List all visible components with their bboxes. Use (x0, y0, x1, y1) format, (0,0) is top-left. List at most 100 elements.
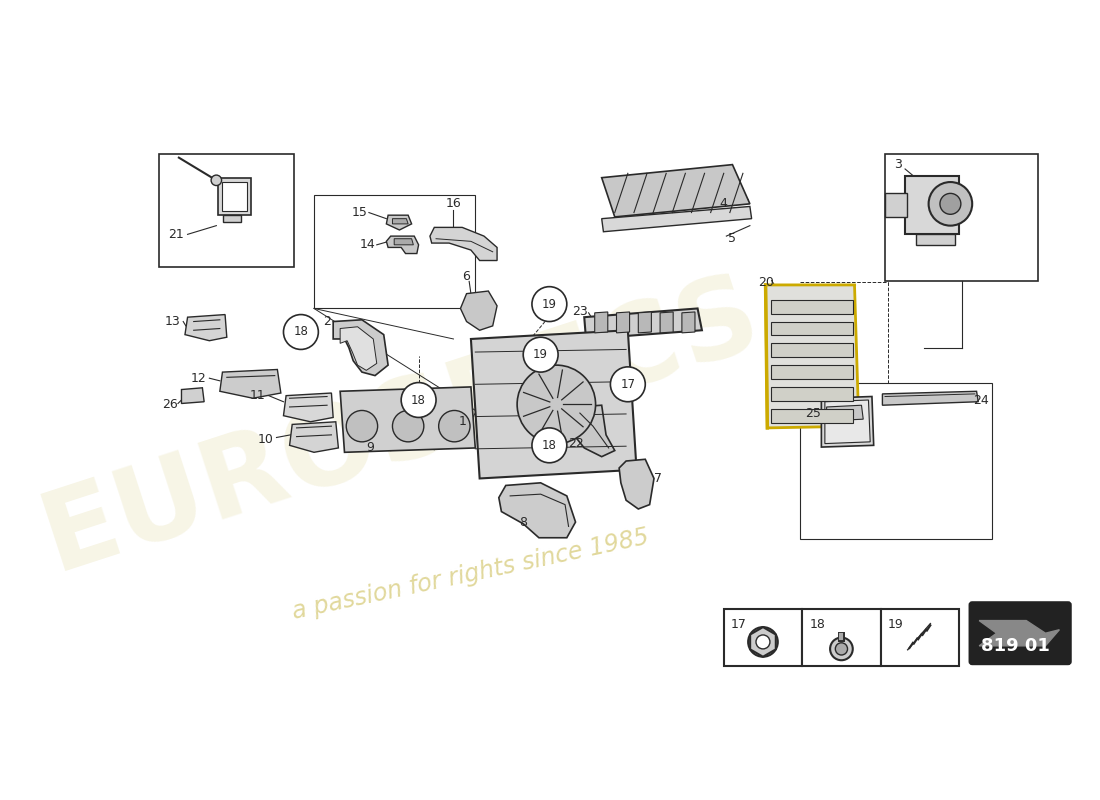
Polygon shape (182, 388, 205, 403)
Polygon shape (682, 312, 695, 333)
Circle shape (524, 338, 558, 372)
Text: 19: 19 (534, 348, 548, 361)
Polygon shape (825, 400, 870, 443)
Polygon shape (822, 397, 873, 447)
Polygon shape (394, 238, 414, 245)
Polygon shape (602, 206, 751, 232)
Text: a passion for rights since 1985: a passion for rights since 1985 (290, 525, 651, 624)
Text: 18: 18 (542, 439, 557, 452)
Polygon shape (393, 218, 408, 224)
Polygon shape (771, 409, 852, 422)
Text: 18: 18 (411, 394, 426, 406)
Polygon shape (284, 393, 333, 422)
Text: 18: 18 (294, 326, 308, 338)
Polygon shape (638, 312, 651, 333)
Polygon shape (584, 309, 702, 339)
Polygon shape (333, 320, 388, 375)
Polygon shape (771, 343, 852, 358)
Polygon shape (498, 483, 575, 538)
Text: 7: 7 (654, 472, 662, 485)
Polygon shape (886, 193, 906, 217)
Text: 19: 19 (888, 618, 903, 631)
Text: 21: 21 (168, 228, 184, 241)
Text: 10: 10 (258, 433, 274, 446)
Polygon shape (471, 330, 637, 478)
Polygon shape (771, 365, 852, 379)
Circle shape (402, 382, 436, 418)
Text: EUROSPECS: EUROSPECS (30, 260, 773, 593)
Polygon shape (826, 406, 864, 421)
Polygon shape (771, 322, 852, 335)
Circle shape (532, 286, 566, 322)
Polygon shape (185, 314, 227, 341)
Polygon shape (289, 422, 339, 452)
Bar (801, 382, 992, 539)
Text: 8: 8 (519, 515, 527, 529)
Polygon shape (595, 312, 608, 333)
Polygon shape (660, 312, 673, 333)
Circle shape (393, 410, 424, 442)
Text: 17: 17 (620, 378, 636, 391)
Text: 14: 14 (360, 238, 375, 251)
Polygon shape (771, 387, 852, 401)
Polygon shape (882, 391, 978, 406)
Polygon shape (616, 312, 629, 333)
Polygon shape (340, 326, 377, 370)
Bar (314, 195, 475, 309)
Text: 3: 3 (894, 158, 902, 171)
Text: 22: 22 (568, 437, 583, 450)
Polygon shape (430, 227, 497, 261)
Polygon shape (750, 627, 776, 657)
Polygon shape (915, 234, 955, 245)
Polygon shape (220, 370, 280, 398)
Bar (158, 154, 294, 267)
Polygon shape (386, 215, 411, 230)
Circle shape (532, 428, 566, 462)
Circle shape (439, 410, 470, 442)
Polygon shape (602, 165, 750, 217)
Circle shape (830, 638, 852, 660)
Circle shape (211, 175, 221, 186)
Text: 18: 18 (810, 618, 825, 631)
Circle shape (939, 194, 961, 214)
Polygon shape (461, 291, 497, 330)
Polygon shape (222, 182, 246, 211)
Polygon shape (766, 285, 859, 428)
Text: 2: 2 (323, 315, 331, 328)
Polygon shape (218, 178, 251, 215)
Text: 819 01: 819 01 (981, 637, 1050, 655)
Circle shape (610, 367, 646, 402)
Circle shape (346, 410, 377, 442)
Polygon shape (340, 387, 475, 452)
Text: 16: 16 (446, 198, 461, 210)
Bar (802, 610, 881, 666)
Polygon shape (905, 176, 959, 234)
Text: 13: 13 (165, 315, 180, 328)
Polygon shape (979, 621, 1059, 646)
Text: 12: 12 (191, 372, 207, 385)
Circle shape (756, 635, 770, 649)
Text: 24: 24 (974, 394, 989, 406)
Polygon shape (771, 300, 852, 314)
Circle shape (835, 642, 847, 655)
Text: 17: 17 (730, 618, 747, 631)
Circle shape (748, 627, 778, 657)
Text: 20: 20 (758, 276, 773, 289)
Text: 26: 26 (163, 398, 178, 411)
Text: 11: 11 (250, 389, 265, 402)
FancyBboxPatch shape (969, 602, 1070, 664)
Polygon shape (223, 215, 241, 222)
Text: 19: 19 (542, 298, 557, 310)
Polygon shape (571, 406, 615, 457)
Text: 15: 15 (351, 206, 367, 219)
Polygon shape (619, 459, 654, 509)
Text: 9: 9 (366, 442, 375, 454)
Bar (881, 610, 959, 666)
Text: 5: 5 (728, 232, 737, 246)
Text: 6: 6 (463, 270, 471, 282)
Bar (886, 154, 1037, 281)
Text: 23: 23 (572, 305, 587, 318)
Bar (724, 610, 802, 666)
Text: 4: 4 (719, 198, 728, 210)
Circle shape (517, 365, 595, 443)
